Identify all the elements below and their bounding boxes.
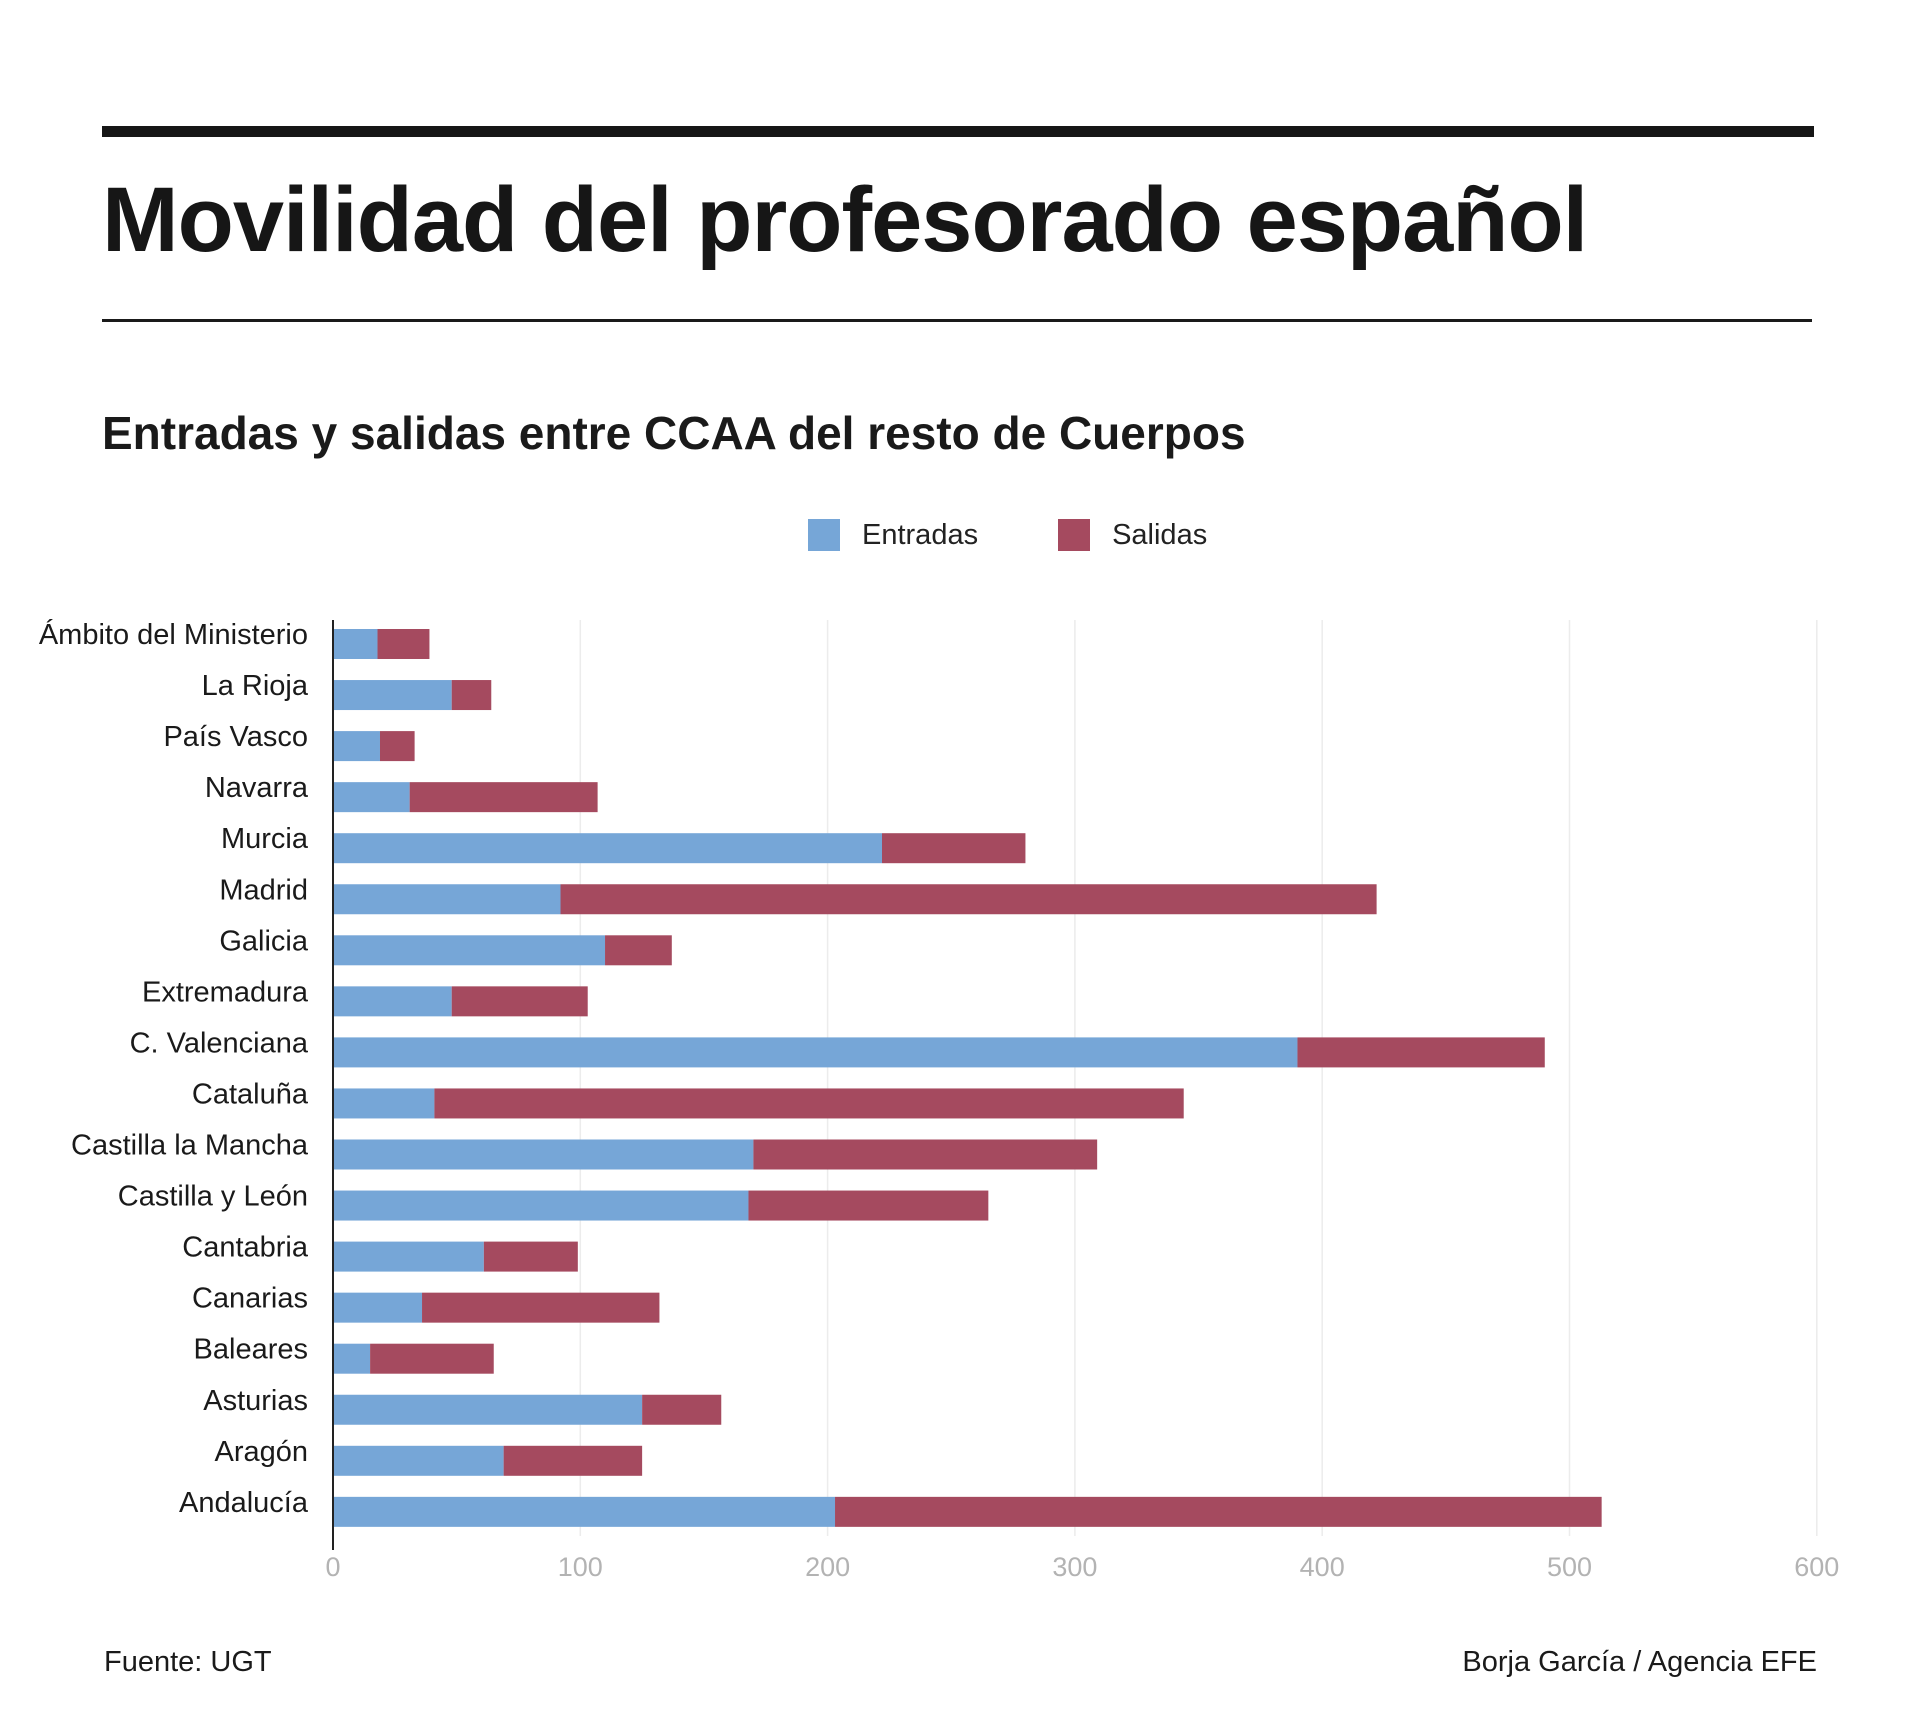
legend-label-entradas: Entradas xyxy=(862,518,979,551)
bar-salidas xyxy=(605,935,672,966)
category-label: Aragón xyxy=(214,1436,308,1468)
category-label: Cantabria xyxy=(182,1232,309,1264)
legend-swatch-salidas xyxy=(1058,519,1091,551)
chart-subtitle: Entradas y salidas entre CCAA del resto … xyxy=(102,407,1246,459)
bar-entradas xyxy=(333,1037,1298,1068)
category-label: País Vasco xyxy=(163,721,308,753)
bar-entradas xyxy=(333,1343,371,1374)
legend-label-salidas: Salidas xyxy=(1112,518,1208,551)
credit-note: Borja García / Agencia EFE xyxy=(1462,1646,1817,1678)
bar-entradas xyxy=(333,935,606,966)
bar-entradas xyxy=(333,1088,435,1119)
bar-entradas xyxy=(333,1496,836,1527)
category-label: La Rioja xyxy=(202,670,309,702)
category-label: Extremadura xyxy=(142,976,309,1008)
x-tick-label: 100 xyxy=(558,1552,603,1582)
category-label: Castilla y León xyxy=(118,1181,308,1213)
stacked-bar-chart: 0 100 200 300 400 500 600 Ámbito del Ministerio… xyxy=(39,618,1839,1582)
bar-salidas xyxy=(642,1394,722,1425)
bar-salidas xyxy=(409,782,598,813)
bar-entradas xyxy=(333,1190,749,1221)
category-label: Murcia xyxy=(221,823,309,855)
category-label: Ámbito del Ministerio xyxy=(39,618,308,651)
top-rule xyxy=(102,126,1814,137)
bar-salidas xyxy=(483,1241,578,1272)
category-label: Andalucía xyxy=(179,1487,309,1519)
category-label: Canarias xyxy=(192,1283,308,1315)
bar-entradas xyxy=(333,680,452,711)
bar-entradas xyxy=(333,782,410,813)
category-label: Baleares xyxy=(194,1334,308,1366)
x-tick-label: 0 xyxy=(325,1552,340,1582)
bar-salidas xyxy=(882,833,1026,864)
bar-salidas xyxy=(753,1139,1098,1170)
bar-salidas xyxy=(451,680,492,711)
bar-entradas xyxy=(333,986,452,1017)
bar-salidas xyxy=(835,1496,1602,1527)
bar-entradas xyxy=(333,1139,754,1170)
category-label: Asturias xyxy=(203,1385,308,1417)
x-tick-label: 500 xyxy=(1547,1552,1592,1582)
legend-item-entradas: Entradas xyxy=(808,519,978,552)
category-label: Castilla la Mancha xyxy=(71,1130,309,1162)
bar-salidas xyxy=(503,1445,643,1476)
bar-salidas xyxy=(434,1088,1184,1119)
category-label: Madrid xyxy=(219,874,308,906)
bar-entradas xyxy=(333,731,380,762)
bar-entradas xyxy=(333,1394,643,1425)
bar-salidas xyxy=(377,629,430,659)
bar-salidas xyxy=(370,1343,494,1374)
bar-entradas xyxy=(333,1292,423,1323)
bar-salidas xyxy=(1297,1037,1545,1068)
category-label: Cataluña xyxy=(192,1078,309,1110)
bar-salidas xyxy=(560,884,1377,915)
x-tick-label: 300 xyxy=(1052,1552,1097,1582)
bar-entradas xyxy=(333,629,378,659)
source-note: Fuente: UGT xyxy=(104,1646,272,1678)
x-tick-label: 400 xyxy=(1300,1552,1345,1582)
bar-entradas xyxy=(333,884,561,915)
bar-salidas xyxy=(422,1292,660,1323)
chart-legend: Entradas Salidas xyxy=(808,518,1287,552)
page-title: Movilidad del profesorado español xyxy=(102,169,1588,271)
category-label: Galicia xyxy=(219,925,309,957)
title-rule xyxy=(102,319,1812,322)
legend-item-salidas: Salidas xyxy=(1058,519,1207,552)
bar-salidas xyxy=(748,1190,989,1221)
x-tick-label: 200 xyxy=(805,1552,850,1582)
category-label: C. Valenciana xyxy=(130,1027,309,1059)
x-tick-label: 600 xyxy=(1794,1552,1839,1582)
bar-salidas xyxy=(451,986,588,1017)
bar-entradas xyxy=(333,1445,504,1476)
category-label: Navarra xyxy=(205,772,309,804)
bar-entradas xyxy=(333,833,883,864)
bar-salidas xyxy=(379,731,415,762)
bar-entradas xyxy=(333,1241,484,1272)
legend-swatch-entradas xyxy=(808,519,840,551)
